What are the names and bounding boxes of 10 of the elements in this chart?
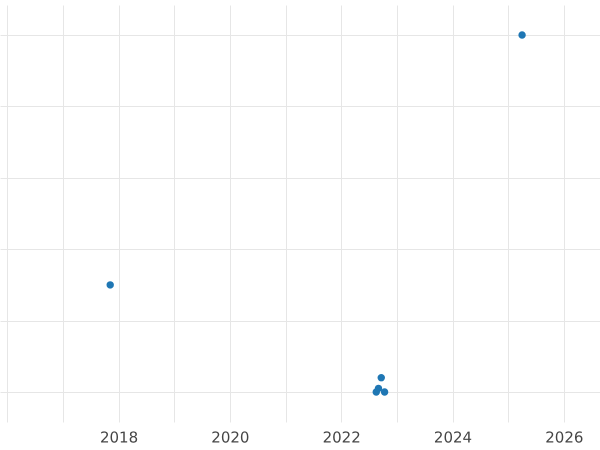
x-tick-label: 2018 (100, 428, 138, 446)
x-tick-label: 2024 (434, 428, 472, 446)
point (106, 281, 114, 289)
x-tick-label: 2020 (211, 428, 250, 446)
x-tick-label: 2022 (322, 428, 361, 446)
point (380, 388, 388, 396)
x-tick-label: 2026 (545, 428, 584, 446)
point (372, 388, 380, 396)
point (518, 31, 526, 39)
point (378, 374, 385, 382)
